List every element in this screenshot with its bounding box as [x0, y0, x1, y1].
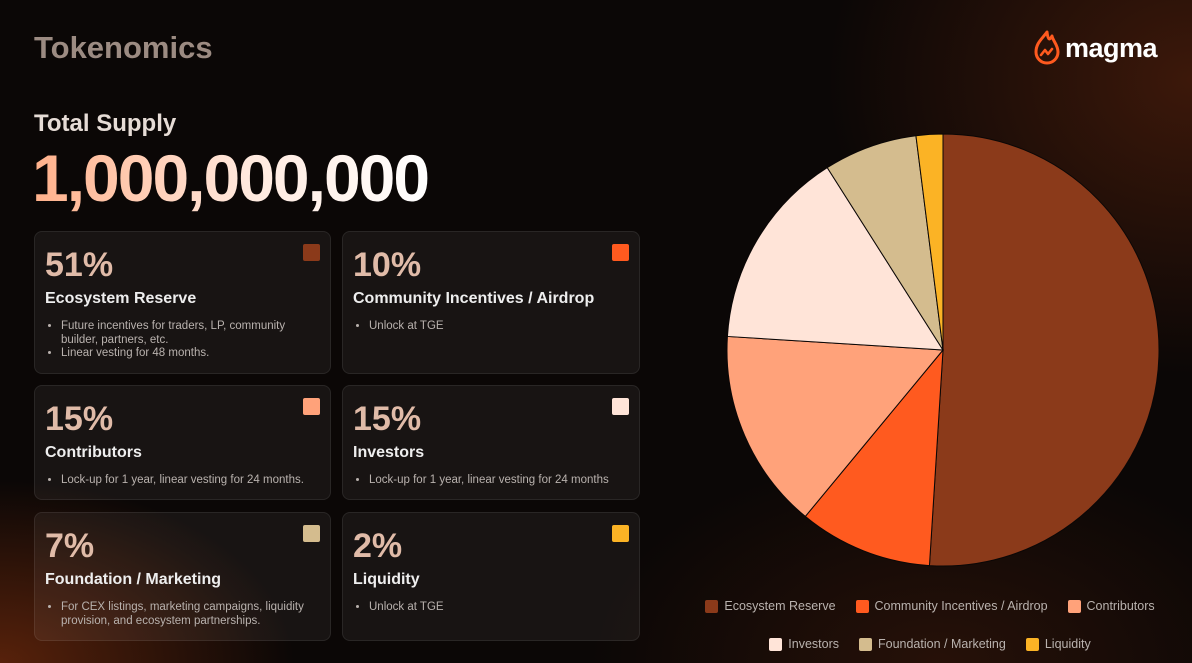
supply-value: 1,000,000,000: [32, 141, 430, 215]
pie-slice: [804, 348, 944, 567]
card-swatch: [612, 398, 629, 415]
legend-item: Contributors: [1067, 598, 1155, 614]
card-name: Liquidity: [353, 571, 420, 588]
brand-name: magma: [1065, 32, 1158, 63]
legend-swatch: [1025, 637, 1039, 651]
card-bullets: For CEX listings, marketing campaigns, l…: [45, 601, 316, 628]
pie-slice: [928, 133, 1160, 567]
card-bullet: Lock-up for 1 year, linear vesting for 2…: [61, 474, 316, 488]
card-swatch: [612, 525, 629, 542]
card-percent: 7%: [45, 527, 95, 565]
card-bullet: Lock-up for 1 year, linear vesting for 2…: [369, 474, 624, 488]
card-bullet: Unlock at TGE: [369, 320, 624, 334]
legend-item: Liquidity: [1025, 636, 1091, 652]
card-swatch: [303, 398, 320, 415]
card-name: Ecosystem Reserve: [45, 290, 197, 307]
allocation-card: 15% Investors Lock-up for 1 year, linear v…: [342, 385, 640, 500]
brand-icon: [1034, 30, 1060, 65]
card-bullet: Future incentives for traders, LP, commu…: [61, 320, 316, 347]
legend: Ecosystem Reserve Community Incentives / …: [680, 598, 1180, 652]
card-bullets: Future incentives for traders, LP, commu…: [45, 320, 316, 361]
allocation-card: 7% Foundation / Marketing For CEX listings…: [34, 512, 331, 641]
allocation-card: 15% Contributors Lock-up for 1 year, linea…: [34, 385, 331, 500]
pie-chart: [726, 133, 1160, 567]
allocation-card: 51% Ecosystem Reserve Future incentives fo…: [34, 231, 331, 374]
legend-item: Ecosystem Reserve: [705, 598, 836, 614]
allocation-card: 2% Liquidity Unlock at TGE: [342, 512, 640, 641]
legend-label: Contributors: [1086, 599, 1155, 613]
card-name: Community Incentives / Airdrop: [353, 290, 595, 307]
card-bullets: Lock-up for 1 year, linear vesting for 2…: [45, 474, 316, 488]
pie-slice: [726, 166, 944, 351]
card-percent: 2%: [353, 527, 403, 565]
supply-label: Total Supply: [34, 110, 177, 137]
legend-swatch: [1067, 599, 1081, 613]
legend-item: Foundation / Marketing: [858, 636, 1006, 652]
legend-label: Ecosystem Reserve: [724, 599, 836, 613]
card-name: Investors: [353, 444, 425, 461]
legend-swatch: [855, 599, 869, 613]
card-percent: 10%: [353, 246, 422, 284]
card-bullets: Unlock at TGE: [353, 320, 624, 334]
card-percent: 15%: [353, 400, 422, 438]
card-percent: 15%: [45, 400, 114, 438]
legend-item: Investors: [769, 636, 839, 652]
legend-label: Liquidity: [1044, 637, 1091, 651]
card-percent: 51%: [45, 246, 114, 284]
card-swatch: [303, 525, 320, 542]
legend-swatch: [769, 637, 783, 651]
legend-item: Community Incentives / Airdrop: [855, 598, 1048, 614]
card-bullet: Linear vesting for 48 months.: [61, 347, 316, 361]
card-name: Contributors: [45, 444, 142, 461]
card-bullets: Lock-up for 1 year, linear vesting for 2…: [353, 474, 624, 488]
legend-swatch: [705, 599, 719, 613]
legend-swatch: [858, 637, 872, 651]
page-title: Tokenomics: [34, 30, 213, 65]
card-bullets: Unlock at TGE: [353, 601, 624, 615]
pie-slice: [915, 133, 944, 351]
card-swatch: [612, 244, 629, 261]
card-swatch: [303, 244, 320, 261]
allocation-card: 10% Community Incentives / Airdrop Unlock …: [342, 231, 640, 374]
legend-label: Community Incentives / Airdrop: [874, 599, 1048, 613]
legend-label: Foundation / Marketing: [877, 637, 1006, 651]
card-bullet: Unlock at TGE: [369, 601, 624, 615]
card-bullet: For CEX listings, marketing campaigns, l…: [61, 601, 316, 628]
brand-logo: magma: [1033, 30, 1158, 66]
legend-label: Investors: [788, 637, 839, 651]
pie-slice: [726, 335, 945, 518]
card-name: Foundation / Marketing: [45, 571, 221, 588]
